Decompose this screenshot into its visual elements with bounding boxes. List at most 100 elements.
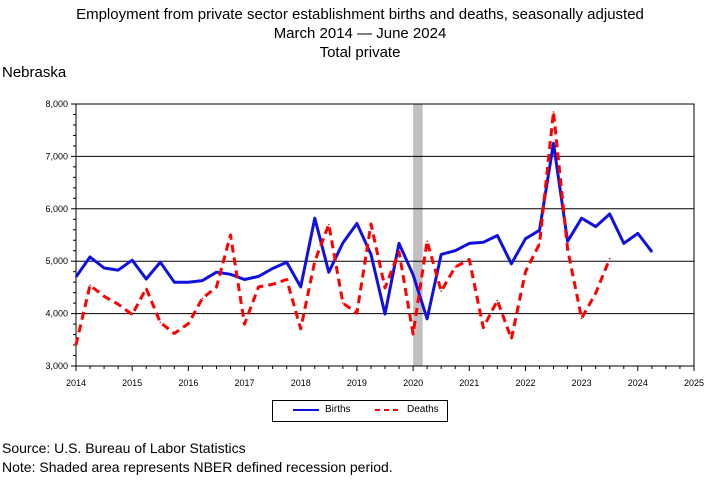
data-point-births (285, 261, 288, 264)
data-point-deaths (552, 111, 555, 113)
data-point-births (608, 213, 611, 215)
data-point-births (173, 281, 176, 284)
data-point-deaths (271, 283, 274, 286)
data-point-births (103, 267, 105, 269)
chart-date-range: March 2014 — June 2024 (273, 25, 447, 42)
data-point-births (187, 281, 190, 284)
x-tick-label: 2017 (235, 378, 255, 388)
series-line-deaths (74, 110, 612, 346)
data-point-births (201, 279, 204, 282)
data-point-deaths (538, 243, 541, 245)
data-point-deaths (285, 278, 288, 281)
data-point-deaths (117, 303, 119, 306)
data-point-births (271, 267, 274, 270)
data-point-births (145, 278, 147, 280)
data-point-deaths (342, 302, 344, 304)
data-point-births (651, 251, 653, 253)
x-tick-label: 2022 (515, 378, 535, 388)
y-tick-label: 8,000 (45, 99, 68, 109)
x-tick-label: 2021 (459, 378, 479, 388)
data-point-deaths (580, 317, 583, 320)
data-point-deaths (103, 295, 105, 298)
data-point-births (538, 229, 541, 232)
data-point-deaths (201, 297, 204, 300)
data-point-births (314, 217, 316, 219)
data-point-deaths (328, 223, 330, 226)
data-point-births (496, 234, 499, 237)
x-tick-label: 2019 (347, 378, 367, 388)
y-tick-label: 7,000 (45, 151, 68, 161)
data-point-births (328, 271, 330, 274)
data-point-births (524, 237, 527, 240)
data-point-deaths (510, 338, 513, 340)
plot-frame (75, 103, 695, 367)
data-point-births (623, 242, 625, 245)
data-point-deaths (454, 266, 457, 268)
data-point-births (637, 232, 639, 235)
data-point-deaths (215, 286, 218, 288)
data-point-deaths (426, 240, 428, 243)
data-point-births (412, 274, 414, 276)
data-point-deaths (159, 321, 162, 324)
data-point-deaths (370, 223, 372, 225)
data-point-births (384, 313, 386, 315)
data-point-births (398, 242, 400, 245)
recession-note: Note: Shaded area represents NBER define… (2, 459, 393, 475)
y-tick-label: 6,000 (45, 204, 68, 214)
chart-series-scope: Total private (319, 44, 401, 61)
data-point-births (131, 259, 133, 262)
data-point-births (566, 240, 569, 243)
data-point-deaths (398, 251, 400, 253)
data-point-deaths (89, 284, 91, 287)
data-point-deaths (173, 332, 176, 335)
data-point-births (215, 271, 218, 274)
x-tick-label: 2014 (66, 378, 86, 388)
x-tick-label: 2018 (291, 378, 311, 388)
data-point-births (482, 241, 485, 244)
region-label: Nebraska (2, 64, 67, 81)
data-point-deaths (496, 299, 499, 302)
data-point-deaths (608, 257, 611, 260)
data-point-deaths (187, 322, 190, 325)
data-point-births (117, 269, 119, 271)
data-point-births (356, 222, 358, 225)
data-point-births (552, 142, 555, 145)
y-tick-label: 5,000 (45, 256, 68, 266)
x-tick-label: 2024 (628, 378, 648, 388)
data-point-deaths (314, 260, 316, 263)
x-tick-label: 2015 (122, 378, 142, 388)
data-point-births (580, 217, 583, 219)
data-point-deaths (482, 326, 485, 329)
data-point-births (229, 273, 232, 276)
data-point-deaths (594, 292, 597, 295)
source-note: Source: U.S. Bureau of Labor Statistics (2, 440, 246, 456)
x-tick-label: 2020 (403, 378, 423, 388)
data-point-births (299, 286, 302, 288)
data-point-deaths (384, 287, 386, 289)
data-point-deaths (75, 344, 77, 346)
data-point-deaths (440, 290, 443, 292)
data-point-deaths (229, 234, 232, 236)
data-point-deaths (412, 333, 414, 335)
data-point-births (342, 242, 344, 244)
data-point-births (89, 256, 91, 258)
data-point-deaths (356, 312, 358, 314)
chart-legend: Births Deaths (272, 400, 448, 422)
legend-label-births: Births (325, 404, 351, 415)
data-point-births (257, 275, 260, 278)
data-point-deaths (131, 313, 133, 316)
data-point-births (468, 242, 471, 245)
data-point-births (370, 253, 372, 256)
data-point-births (594, 225, 597, 228)
data-point-births (75, 276, 77, 278)
data-point-deaths (257, 286, 260, 288)
data-point-deaths (243, 323, 246, 325)
legend-swatches (293, 409, 401, 411)
data-point-births (510, 263, 513, 265)
data-point-deaths (566, 248, 569, 250)
data-point-deaths (145, 287, 147, 290)
data-point-deaths (468, 258, 471, 261)
data-point-deaths (299, 328, 302, 330)
data-point-births (426, 318, 428, 320)
